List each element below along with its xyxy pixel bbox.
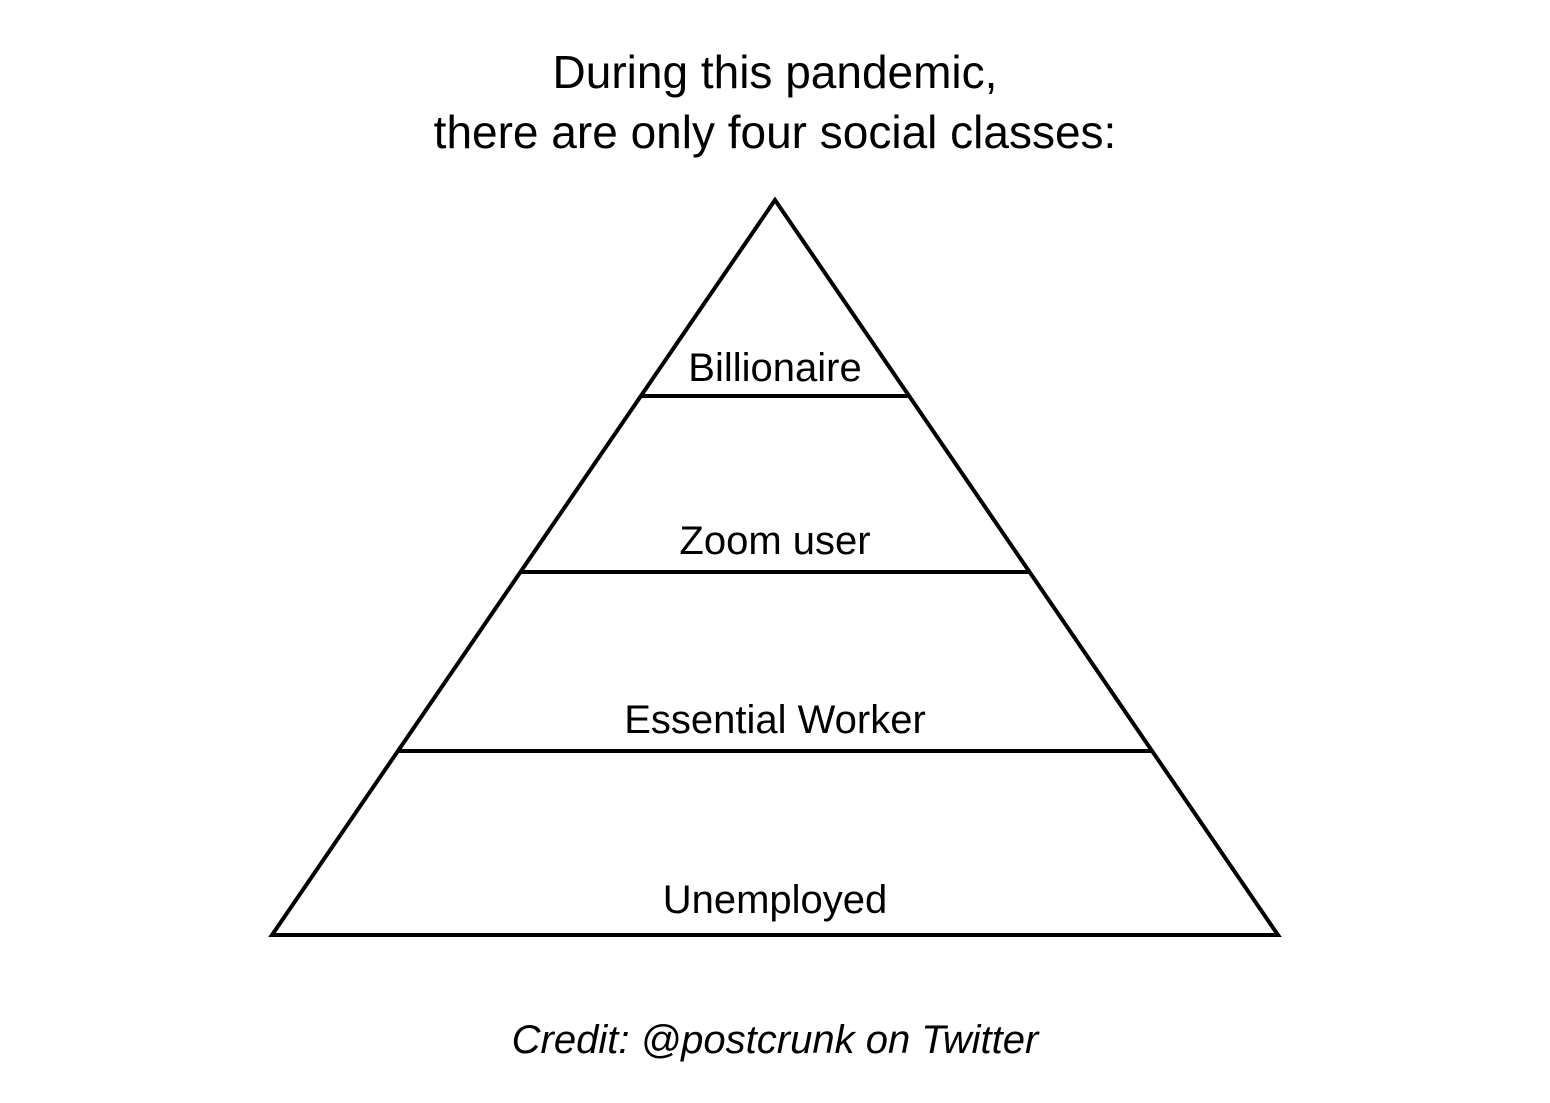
title-line-2: there are only four social classes: (433, 106, 1117, 158)
tier-label-essential-worker: Essential Worker (624, 698, 926, 742)
page-title: During this pandemic, there are only fou… (0, 42, 1550, 162)
title-line-1: During this pandemic, (552, 46, 998, 98)
tier-label-unemployed: Unemployed (662, 878, 888, 922)
credit-text: Credit: @postcrunk on Twitter (511, 1018, 1039, 1062)
tier-label-billionaire: Billionaire (688, 346, 862, 390)
pyramid-outline (268, 196, 1282, 937)
tier-label-zoom-user: Zoom user (679, 519, 871, 563)
